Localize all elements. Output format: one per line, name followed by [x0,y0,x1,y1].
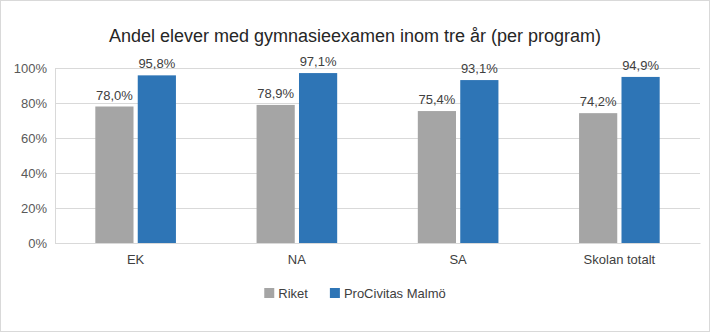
x-tick: SA [449,243,467,267]
data-label: 95,8% [138,56,175,71]
bars [95,73,659,243]
legend: Riket ProCivitas Malmö [264,286,445,301]
legend-swatch [330,288,340,298]
bar [95,107,133,244]
legend-label: Riket [278,286,308,301]
data-label: 93,1% [461,61,498,76]
bar [257,105,295,243]
y-tick: 100% [14,61,55,76]
y-tick-label: 100% [14,61,48,76]
grid [55,68,700,243]
legend-item: Riket [264,286,308,301]
x-tick: NA [288,243,306,267]
legend-swatch [264,288,274,298]
y-tick-label: 0% [28,236,47,251]
x-tick: Skolan totalt [584,243,656,267]
y-tick: 60% [21,131,55,146]
bar [299,73,337,243]
chart-frame [1,1,710,332]
data-label: 94,9% [622,58,659,73]
bar [418,111,456,243]
y-tick-label: 80% [21,96,47,111]
y-tick-label: 60% [21,131,47,146]
x-tick-label: NA [288,252,306,267]
bar [579,113,617,243]
y-tick-label: 20% [21,201,47,216]
y-tick: 80% [21,96,55,111]
y-tick: 20% [21,201,55,216]
data-label: 75,4% [418,92,455,107]
y-axis: 0% 20% 40% 60% 80% 100% [14,61,56,251]
title: Andel elever med gymnasieexamen inom tre… [109,26,601,46]
bar [460,80,498,243]
bar [138,75,176,243]
y-tick: 40% [21,166,55,181]
x-tick-label: Skolan totalt [584,252,656,267]
x-tick: EK [127,243,145,267]
x-tick-label: SA [449,252,467,267]
y-tick-label: 40% [21,166,47,181]
data-label: 74,2% [580,94,617,109]
bar [621,77,659,243]
legend-item: ProCivitas Malmö [330,286,446,301]
x-axis: EK NA SA Skolan totalt [56,243,701,267]
legend-label: ProCivitas Malmö [344,286,446,301]
plot: 0% 20% 40% 60% 80% 100% EK NA SA Skolan totalt 78,… [14,54,701,267]
data-labels: 78,0% 78,9% 75,4% 74,2% 95,8% 97,1% 93,1% 94,9% [96,54,659,109]
chart: 0% 20% 40% 60% 80% 100% EK NA SA Skolan totalt 78,… [0,0,710,332]
x-axis-line [56,243,701,244]
y-tick: 0% [28,236,55,251]
data-label: 78,0% [96,88,133,103]
y-axis-line [55,69,56,244]
data-label: 78,9% [257,86,294,101]
data-label: 97,1% [300,54,337,69]
x-tick-label: EK [127,252,145,267]
